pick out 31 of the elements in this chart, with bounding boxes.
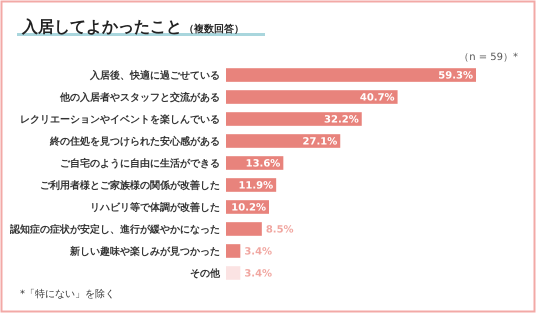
data-label: 3.4% (244, 268, 272, 280)
bar (226, 90, 398, 104)
bar (226, 266, 240, 280)
bar (226, 112, 362, 126)
y-tick-label: ご利用者様とご家族様の関係が改善した (40, 180, 220, 192)
data-label: 3.4% (244, 246, 272, 258)
chart-subtitle: （複数回答） (184, 23, 244, 35)
data-label: 32.2% (324, 114, 359, 126)
data-label: 40.7% (360, 92, 395, 104)
y-tick-label: リハビリ等で体調が改善した (90, 201, 220, 214)
data-label: 59.3% (438, 70, 473, 82)
chart-title: 入居してよかったこと (22, 17, 182, 36)
text: （n = 59）* (459, 52, 518, 63)
y-tick-label: ご自宅のように自由に生活ができる (60, 158, 220, 170)
y-tick-label: 認知症の症状が安定し、進行が緩やかになった (9, 223, 220, 236)
y-tick-label: 入居後、快適に過ごせている (89, 70, 220, 82)
y-tick-label: 終の住処を見つけられた安心感がある (49, 136, 220, 148)
y-tick-label: その他 (190, 267, 221, 280)
text: *「特にない」を除く (20, 288, 115, 300)
bar (226, 244, 240, 258)
data-label: 27.1% (302, 136, 338, 148)
bar (226, 134, 340, 148)
y-tick-label: レクリエーションやイベントを楽しんでいる (20, 114, 220, 126)
data-label: 13.6% (246, 158, 280, 170)
bar (226, 68, 476, 82)
data-label: 10.2% (231, 202, 266, 214)
y-tick-label: 他の入居者やスタッフと交流がある (59, 92, 220, 104)
y-tick-label: 新しい趣味や楽しみが見つかった (69, 245, 220, 258)
bar (226, 222, 262, 236)
data-label: 8.5% (266, 224, 294, 236)
data-label: 11.9% (238, 180, 274, 192)
